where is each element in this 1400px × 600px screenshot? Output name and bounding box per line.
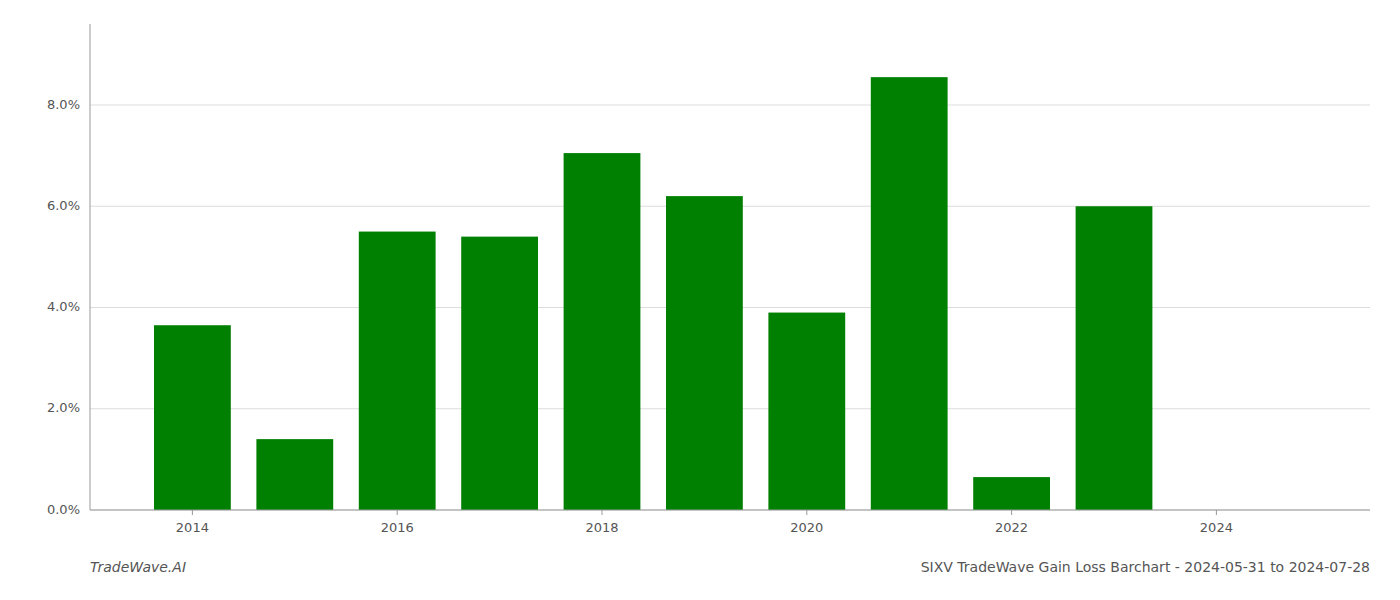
bar	[256, 439, 333, 510]
grid-line	[90, 510, 1370, 511]
grid-line	[90, 105, 1370, 106]
x-axis-line	[90, 510, 1370, 511]
bar	[973, 477, 1050, 510]
x-tick-label: 2022	[995, 520, 1028, 535]
bar	[666, 196, 743, 510]
x-tick	[192, 510, 193, 515]
bar	[359, 232, 436, 510]
bar	[154, 325, 231, 510]
y-tick-label: 2.0%	[47, 400, 80, 415]
bars	[154, 77, 1152, 510]
x-tick-label: 2014	[176, 520, 209, 535]
x-tick-label: 2016	[381, 520, 414, 535]
chart-container: 0.0% 2.0% 4.0% 6.0% 8.0% 2014 2016 2018 2020 2022…	[0, 0, 1400, 600]
y-tick-label: 0.0%	[47, 502, 80, 517]
y-tick-label: 8.0%	[47, 97, 80, 112]
y-tick-label: 4.0%	[47, 299, 80, 314]
bar	[564, 153, 641, 510]
chart-svg: 0.0% 2.0% 4.0% 6.0% 8.0% 2014 2016 2018 2020 2022…	[0, 0, 1400, 600]
x-tick	[1011, 510, 1012, 515]
x-tick	[806, 510, 807, 515]
y-grid	[90, 105, 1370, 510]
bar	[768, 313, 845, 510]
title: SIXV TradeWave Gain Loss Barchart - 2024…	[921, 559, 1370, 575]
y-axis-line	[90, 24, 91, 510]
x-tick	[1216, 510, 1217, 515]
bar	[461, 237, 538, 510]
page: {"chart_data": {"type": "bar", "title": …	[0, 0, 1400, 600]
x-tick-label: 2024	[1200, 520, 1233, 535]
x-tick	[602, 510, 603, 515]
bar	[871, 77, 948, 510]
bar	[1076, 206, 1153, 510]
y-tick-label: 6.0%	[47, 198, 80, 213]
x-tick	[397, 510, 398, 515]
x-tick-label: 2020	[790, 520, 823, 535]
x-tick-label: 2018	[585, 520, 618, 535]
watermark: TradeWave.AI	[90, 559, 186, 575]
